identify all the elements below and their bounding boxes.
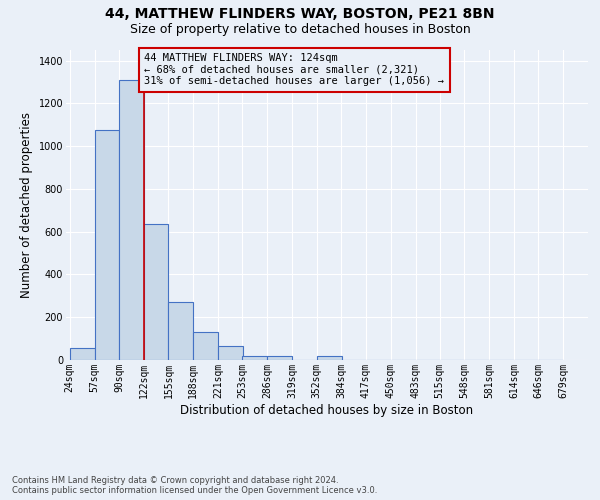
Bar	[95, 130, 119, 360]
X-axis label: Distribution of detached houses by size in Boston: Distribution of detached houses by size …	[181, 404, 473, 416]
Bar	[143, 224, 169, 360]
Bar	[242, 356, 267, 360]
Bar	[119, 80, 145, 360]
Bar	[169, 302, 193, 360]
Text: Contains HM Land Registry data © Crown copyright and database right 2024.
Contai: Contains HM Land Registry data © Crown c…	[12, 476, 377, 495]
Text: 44 MATTHEW FLINDERS WAY: 124sqm
← 68% of detached houses are smaller (2,321)
31%: 44 MATTHEW FLINDERS WAY: 124sqm ← 68% of…	[145, 53, 445, 86]
Text: Size of property relative to detached houses in Boston: Size of property relative to detached ho…	[130, 22, 470, 36]
Bar	[267, 356, 292, 360]
Bar	[193, 332, 218, 360]
Bar	[317, 356, 341, 360]
Text: 44, MATTHEW FLINDERS WAY, BOSTON, PE21 8BN: 44, MATTHEW FLINDERS WAY, BOSTON, PE21 8…	[105, 8, 495, 22]
Bar	[70, 348, 95, 360]
Bar	[218, 346, 243, 360]
Y-axis label: Number of detached properties: Number of detached properties	[20, 112, 33, 298]
